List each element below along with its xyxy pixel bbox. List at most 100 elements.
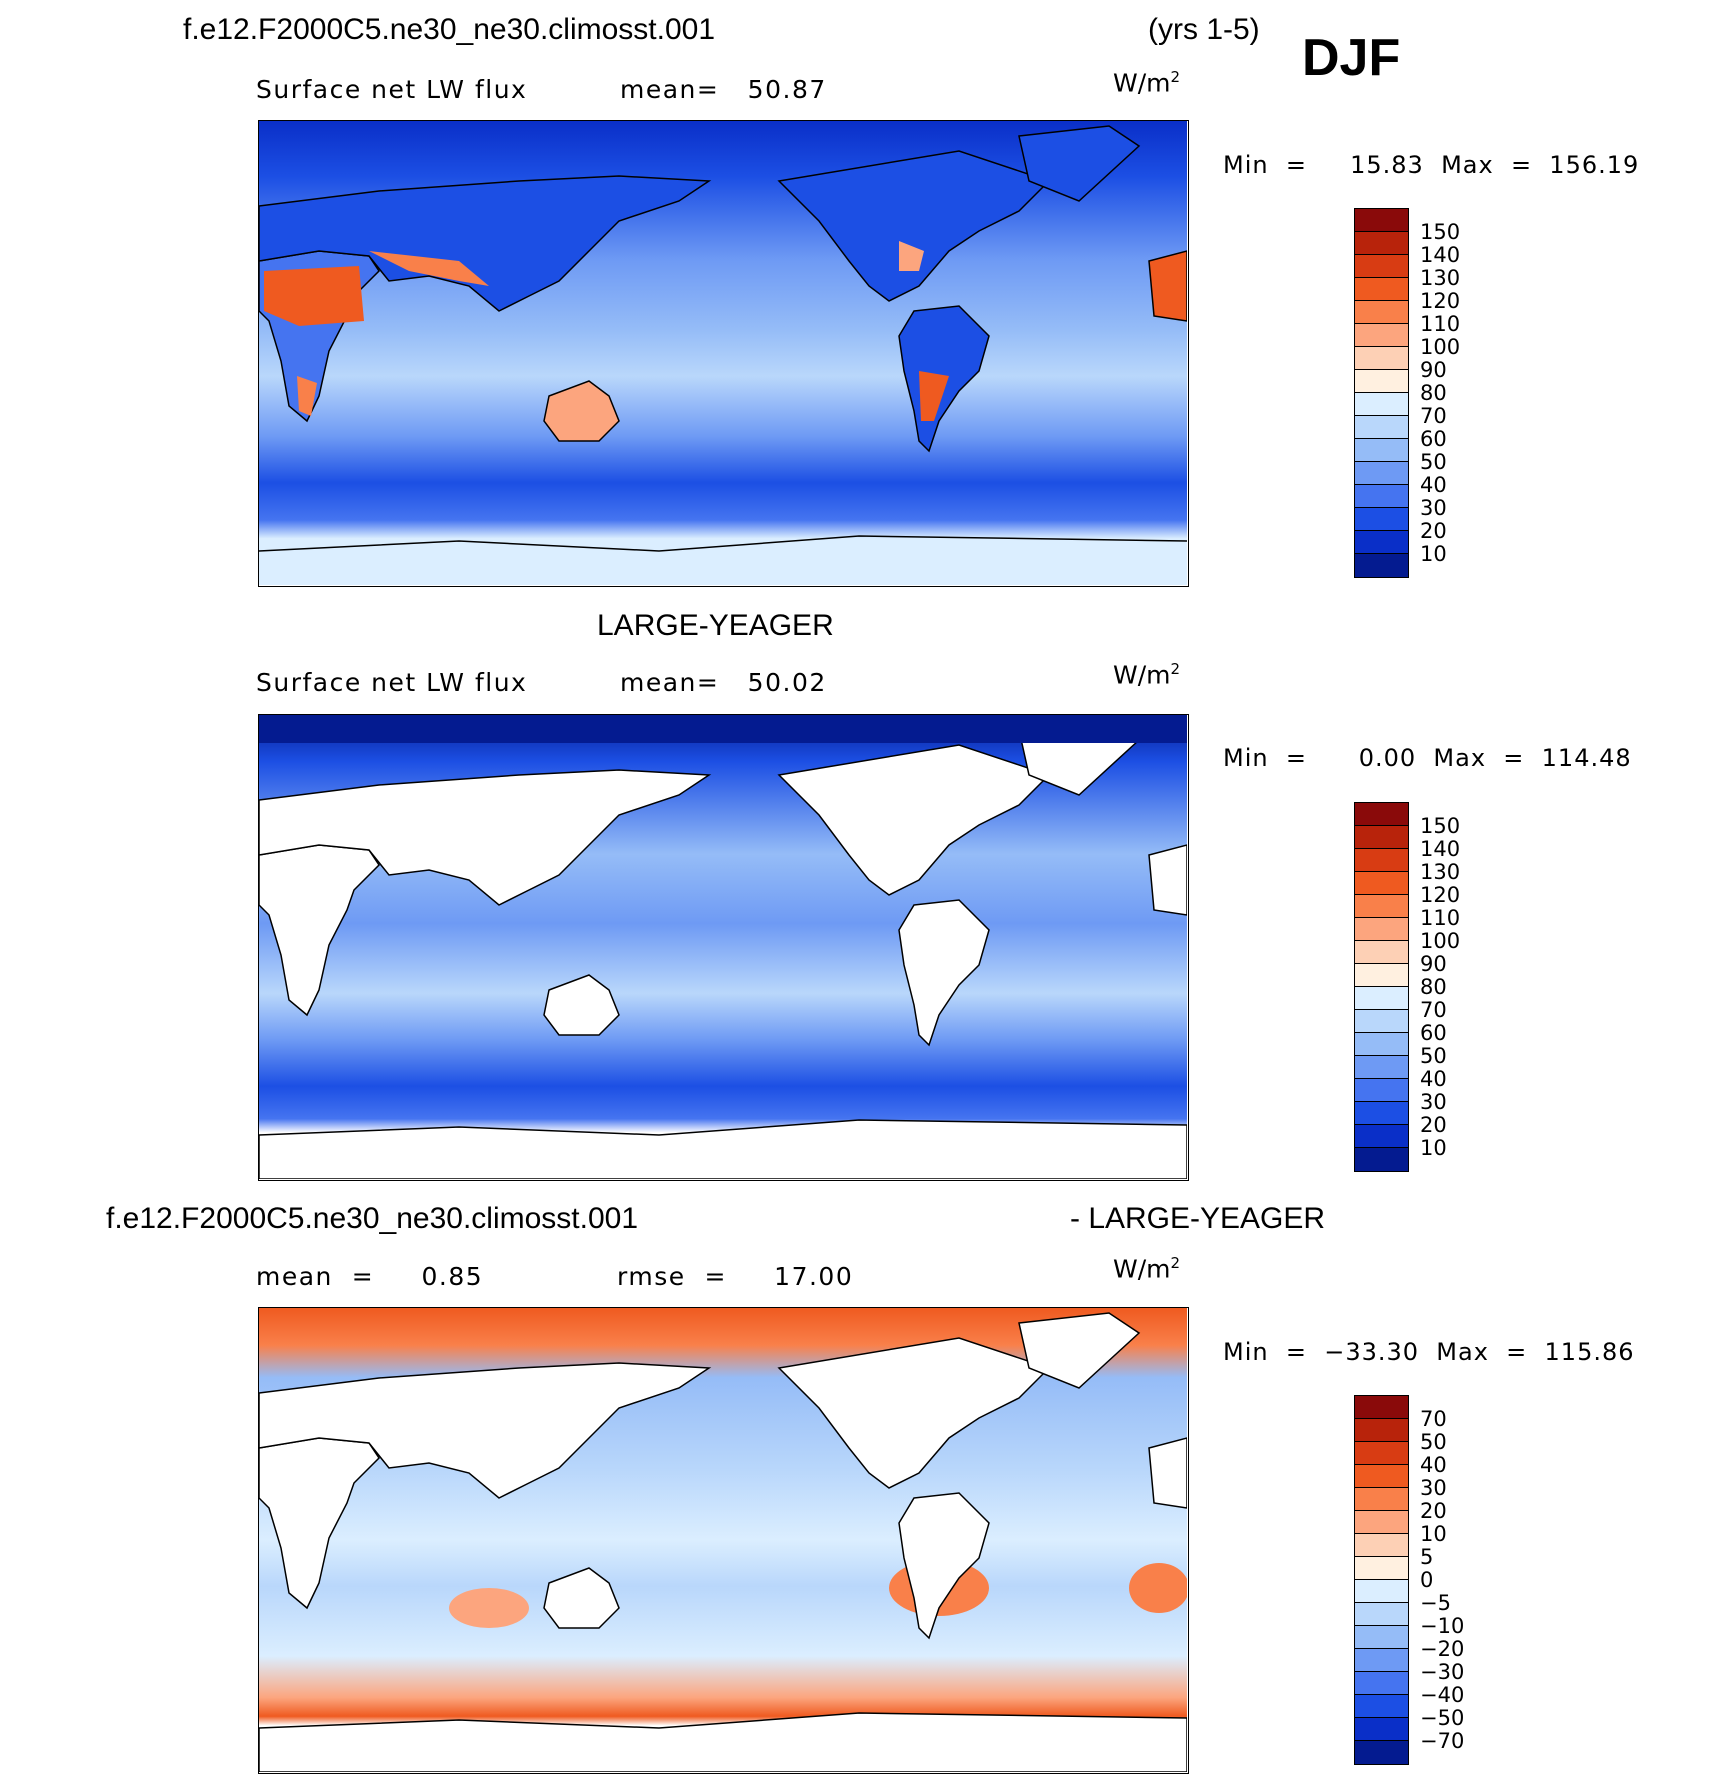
- colorbar-tick-label: 120: [1420, 289, 1461, 313]
- colorbar-tick-label: 70: [1420, 1407, 1447, 1431]
- colorbar-swatch: [1355, 278, 1408, 301]
- colorbar-tick-label: 100: [1420, 929, 1461, 953]
- panel1-mean-label: mean= 50.87: [620, 75, 827, 104]
- colorbar-swatch: [1355, 255, 1408, 278]
- colorbar-tick-label: 130: [1420, 266, 1461, 290]
- panel1-unit-label: W/m2: [1113, 68, 1181, 98]
- colorbar-swatch: [1355, 1511, 1408, 1534]
- panel3-title-left: f.e12.F2000C5.ne30_ne30.climosst.001: [106, 1202, 639, 1235]
- colorbar-swatch: [1355, 1079, 1408, 1102]
- colorbar-swatch: [1355, 1148, 1408, 1171]
- colorbar-tick-label: 60: [1420, 427, 1447, 451]
- colorbar-tick-label: −40: [1420, 1683, 1465, 1707]
- panel2-map-svg: [259, 715, 1187, 1179]
- colorbar-swatch: [1355, 1672, 1408, 1695]
- colorbar-swatch: [1355, 1626, 1408, 1649]
- panel2-land: [259, 719, 1187, 1179]
- panel3-land: [259, 1312, 1187, 1772]
- panel3-minmax-label: Min = −33.30 Max = 115.86: [1223, 1338, 1635, 1366]
- colorbar-tick-label: 30: [1420, 496, 1447, 520]
- colorbar-tick-label: 90: [1420, 358, 1447, 382]
- colorbar-swatch: [1355, 1741, 1408, 1764]
- colorbar-tick-label: −30: [1420, 1660, 1465, 1684]
- panel3-map: [258, 1307, 1189, 1774]
- panel2-mean-label: mean= 50.02: [620, 668, 827, 697]
- colorbar-swatch: [1355, 1580, 1408, 1603]
- colorbar-tick-label: 20: [1420, 1113, 1447, 1137]
- panel1-minmax-label: Min = 15.83 Max = 156.19: [1223, 151, 1640, 179]
- panel2-title: LARGE-YEAGER: [597, 609, 834, 642]
- colorbar-tick-label: 10: [1420, 1136, 1447, 1160]
- colorbar-tick-label: 150: [1420, 220, 1461, 244]
- colorbar-swatch: [1355, 324, 1408, 347]
- panel1-colorbar: [1354, 208, 1409, 578]
- colorbar-tick-label: 10: [1420, 542, 1447, 566]
- colorbar-swatch: [1355, 416, 1408, 439]
- colorbar-swatch: [1355, 485, 1408, 508]
- years-label: (yrs 1-5): [1148, 13, 1260, 46]
- panel3-rmse-label: rmse = 17.00: [617, 1262, 854, 1291]
- colorbar-swatch: [1355, 895, 1408, 918]
- panel2-map: [258, 714, 1189, 1181]
- colorbar-swatch: [1355, 1033, 1408, 1056]
- colorbar-tick-label: 20: [1420, 519, 1447, 543]
- panel3-title-right: - LARGE-YEAGER: [1070, 1202, 1326, 1235]
- colorbar-swatch: [1355, 347, 1408, 370]
- colorbar-swatch: [1355, 849, 1408, 872]
- colorbar-swatch: [1355, 1649, 1408, 1672]
- panel1-land: [259, 125, 1187, 552]
- colorbar-tick-label: 110: [1420, 312, 1461, 336]
- colorbar-swatch: [1355, 1557, 1408, 1580]
- colorbar-tick-label: 90: [1420, 952, 1447, 976]
- colorbar-swatch: [1355, 1010, 1408, 1033]
- colorbar-tick-label: 50: [1420, 1044, 1447, 1068]
- panel3-colorbar-swatches: [1355, 1396, 1408, 1764]
- colorbar-tick-label: −70: [1420, 1729, 1465, 1753]
- colorbar-swatch: [1355, 826, 1408, 849]
- colorbar-tick-label: 120: [1420, 883, 1461, 907]
- panel1-map-svg: [259, 121, 1187, 585]
- colorbar-swatch: [1355, 554, 1408, 577]
- colorbar-tick-label: 0: [1420, 1568, 1434, 1592]
- colorbar-swatch: [1355, 1396, 1408, 1419]
- colorbar-swatch: [1355, 370, 1408, 393]
- colorbar-tick-label: −10: [1420, 1614, 1465, 1638]
- colorbar-swatch: [1355, 918, 1408, 941]
- colorbar-swatch: [1355, 462, 1408, 485]
- panel3-anomaly-atlantic: [1129, 1563, 1187, 1613]
- colorbar-swatch: [1355, 439, 1408, 462]
- colorbar-swatch: [1355, 1442, 1408, 1465]
- colorbar-swatch: [1355, 941, 1408, 964]
- panel3-anomaly-indian: [449, 1588, 529, 1628]
- colorbar-tick-label: 80: [1420, 381, 1447, 405]
- colorbar-swatch: [1355, 987, 1408, 1010]
- colorbar-tick-label: 140: [1420, 837, 1461, 861]
- colorbar-swatch: [1355, 1603, 1408, 1626]
- colorbar-tick-label: 50: [1420, 1430, 1447, 1454]
- colorbar-swatch: [1355, 1102, 1408, 1125]
- colorbar-tick-label: 10: [1420, 1522, 1447, 1546]
- colorbar-tick-label: 110: [1420, 906, 1461, 930]
- colorbar-tick-label: 140: [1420, 243, 1461, 267]
- colorbar-swatch: [1355, 872, 1408, 895]
- colorbar-tick-label: 30: [1420, 1476, 1447, 1500]
- case-name-title: f.e12.F2000C5.ne30_ne30.climosst.001: [183, 13, 716, 46]
- colorbar-swatch: [1355, 1488, 1408, 1511]
- panel2-colorbar: [1354, 802, 1409, 1172]
- colorbar-tick-label: 20: [1420, 1499, 1447, 1523]
- colorbar-tick-label: 80: [1420, 975, 1447, 999]
- colorbar-swatch: [1355, 1465, 1408, 1488]
- colorbar-tick-label: 30: [1420, 1090, 1447, 1114]
- panel3-map-svg: [259, 1308, 1187, 1772]
- colorbar-tick-label: 70: [1420, 404, 1447, 428]
- colorbar-swatch: [1355, 1695, 1408, 1718]
- colorbar-swatch: [1355, 1419, 1408, 1442]
- colorbar-swatch: [1355, 964, 1408, 987]
- panel2-minmax-label: Min = 0.00 Max = 114.48: [1223, 744, 1632, 772]
- colorbar-swatch: [1355, 209, 1408, 232]
- colorbar-tick-label: 50: [1420, 450, 1447, 474]
- colorbar-swatch: [1355, 1125, 1408, 1148]
- colorbar-swatch: [1355, 232, 1408, 255]
- colorbar-swatch: [1355, 1718, 1408, 1741]
- colorbar-tick-label: 40: [1420, 473, 1447, 497]
